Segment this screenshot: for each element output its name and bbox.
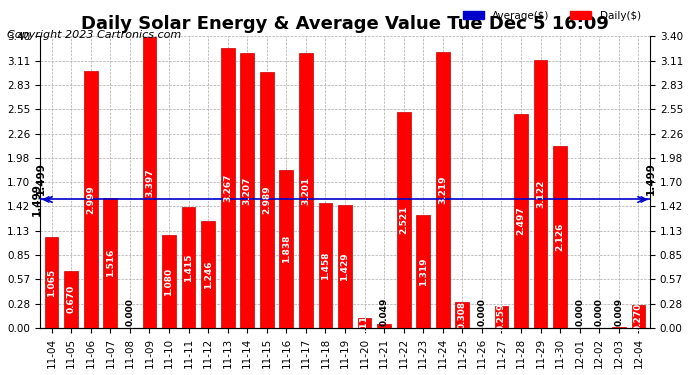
Bar xyxy=(64,271,78,328)
Text: 1.319: 1.319 xyxy=(419,257,428,286)
Text: 0.112: 0.112 xyxy=(360,309,369,338)
Text: 3.201: 3.201 xyxy=(302,177,310,205)
Text: 3.397: 3.397 xyxy=(145,168,154,196)
Text: 3.122: 3.122 xyxy=(536,180,545,209)
Text: 0.270: 0.270 xyxy=(634,302,643,331)
Bar xyxy=(162,236,176,328)
Text: 2.521: 2.521 xyxy=(400,206,408,234)
Text: 0.000: 0.000 xyxy=(575,298,584,326)
Legend: Average($), Daily($): Average($), Daily($) xyxy=(459,7,645,25)
Text: 0.000: 0.000 xyxy=(595,298,604,326)
Text: 3.267: 3.267 xyxy=(223,174,232,202)
Text: 1.246: 1.246 xyxy=(204,260,213,289)
Text: 2.989: 2.989 xyxy=(262,186,271,214)
Text: 1.499: 1.499 xyxy=(32,183,42,216)
Text: 1.065: 1.065 xyxy=(47,268,56,297)
Bar xyxy=(260,72,274,328)
Bar xyxy=(279,170,293,328)
Bar xyxy=(357,318,371,328)
Bar xyxy=(534,60,547,328)
Text: 1.499: 1.499 xyxy=(36,162,46,195)
Text: 3.207: 3.207 xyxy=(243,176,252,205)
Text: 1.838: 1.838 xyxy=(282,235,290,263)
Bar xyxy=(553,146,567,328)
Text: 0.000: 0.000 xyxy=(477,298,486,326)
Bar xyxy=(455,302,469,328)
Bar xyxy=(201,221,215,328)
Text: 1.516: 1.516 xyxy=(106,249,115,277)
Text: 3.219: 3.219 xyxy=(438,176,447,204)
Bar xyxy=(319,203,333,328)
Bar xyxy=(495,306,509,328)
Bar xyxy=(416,215,430,328)
Text: Copyright 2023 Cartronics.com: Copyright 2023 Cartronics.com xyxy=(7,30,181,40)
Text: 0.009: 0.009 xyxy=(614,298,623,326)
Bar xyxy=(631,305,645,328)
Title: Daily Solar Energy & Average Value Tue Dec 5 16:09: Daily Solar Energy & Average Value Tue D… xyxy=(81,15,609,33)
Text: 2.126: 2.126 xyxy=(555,223,564,251)
Bar xyxy=(377,324,391,328)
Text: 2.999: 2.999 xyxy=(86,185,95,214)
Bar xyxy=(299,54,313,328)
Text: 1.080: 1.080 xyxy=(164,268,173,296)
Bar xyxy=(436,52,450,328)
Bar xyxy=(84,71,97,328)
Bar xyxy=(240,53,254,328)
Text: 1.429: 1.429 xyxy=(340,252,350,281)
Text: 1.499: 1.499 xyxy=(646,162,656,195)
Bar xyxy=(612,327,626,328)
Bar xyxy=(104,198,117,328)
Bar xyxy=(514,114,528,328)
Bar xyxy=(181,207,195,328)
Text: 0.049: 0.049 xyxy=(380,298,388,326)
Text: 0.670: 0.670 xyxy=(67,285,76,314)
Bar xyxy=(221,48,235,328)
Text: 2.497: 2.497 xyxy=(517,207,526,236)
Text: 0.259: 0.259 xyxy=(497,303,506,331)
Bar xyxy=(338,206,352,328)
Text: 1.415: 1.415 xyxy=(184,253,193,282)
Text: 0.000: 0.000 xyxy=(126,298,135,326)
Bar xyxy=(397,112,411,328)
Bar xyxy=(143,37,156,328)
Bar xyxy=(45,237,59,328)
Text: 0.308: 0.308 xyxy=(458,301,467,329)
Text: 1.458: 1.458 xyxy=(321,251,330,280)
